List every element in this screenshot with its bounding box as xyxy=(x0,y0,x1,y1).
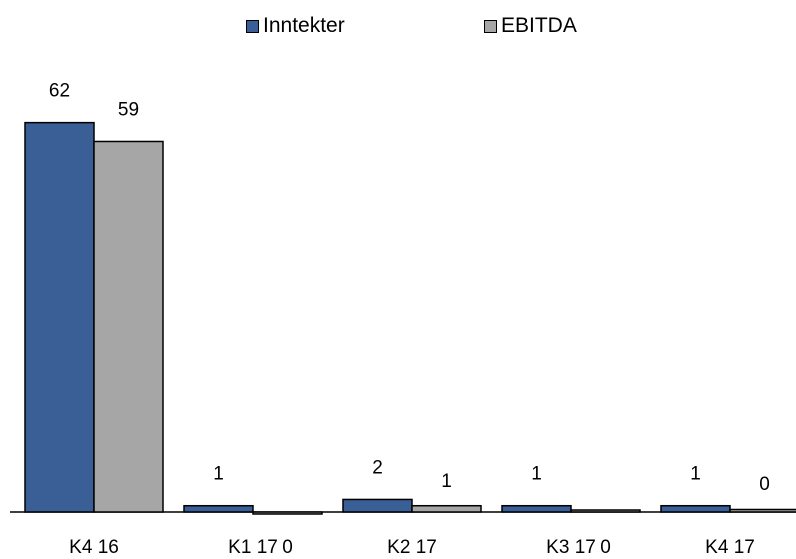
data-label-ebitda-3: 1 xyxy=(441,471,452,492)
x-tick-label: K4 16 xyxy=(69,537,119,558)
data-label-ebitda-5: 0 xyxy=(759,474,770,495)
data-label-inntekter-4: 1 xyxy=(531,464,542,485)
data-label-inntekter-2: 1 xyxy=(213,464,224,485)
bar-inntekter-5 xyxy=(660,504,731,513)
bar-ebitda-4 xyxy=(570,509,641,513)
data-label-ebitda-1: 59 xyxy=(118,99,139,120)
bar-ebitda-2 xyxy=(252,511,323,515)
legend-swatch-inntekter xyxy=(246,19,259,33)
bar-inntekter-4 xyxy=(501,504,572,513)
chart-legend: Inntekter EBITDA xyxy=(0,14,796,40)
bar-ebitda-5 xyxy=(729,508,796,513)
bar-inntekter-1 xyxy=(24,121,95,513)
data-label-inntekter-5: 1 xyxy=(690,464,701,485)
bar-inntekter-2 xyxy=(183,504,254,513)
legend-swatch-ebitda xyxy=(484,19,497,33)
data-label-ebitda-4: 0 xyxy=(600,537,611,558)
x-tick-label: K2 17 xyxy=(387,537,437,558)
legend-item-inntekter: Inntekter xyxy=(246,14,345,38)
legend-label-inntekter: Inntekter xyxy=(263,14,345,37)
x-tick-label: K3 17 xyxy=(546,537,596,558)
data-label-inntekter-3: 2 xyxy=(372,457,383,478)
x-tick-label: K4 17 xyxy=(705,537,755,558)
bar-ebitda-1 xyxy=(93,140,164,513)
legend-label-ebitda: EBITDA xyxy=(501,14,577,37)
data-label-inntekter-1: 62 xyxy=(49,81,70,102)
data-label-ebitda-2: 0 xyxy=(282,537,293,558)
x-tick-label: K1 17 xyxy=(228,537,278,558)
legend-item-ebitda: EBITDA xyxy=(484,14,577,38)
bar-ebitda-3 xyxy=(411,504,482,513)
bar-inntekter-3 xyxy=(342,498,413,513)
